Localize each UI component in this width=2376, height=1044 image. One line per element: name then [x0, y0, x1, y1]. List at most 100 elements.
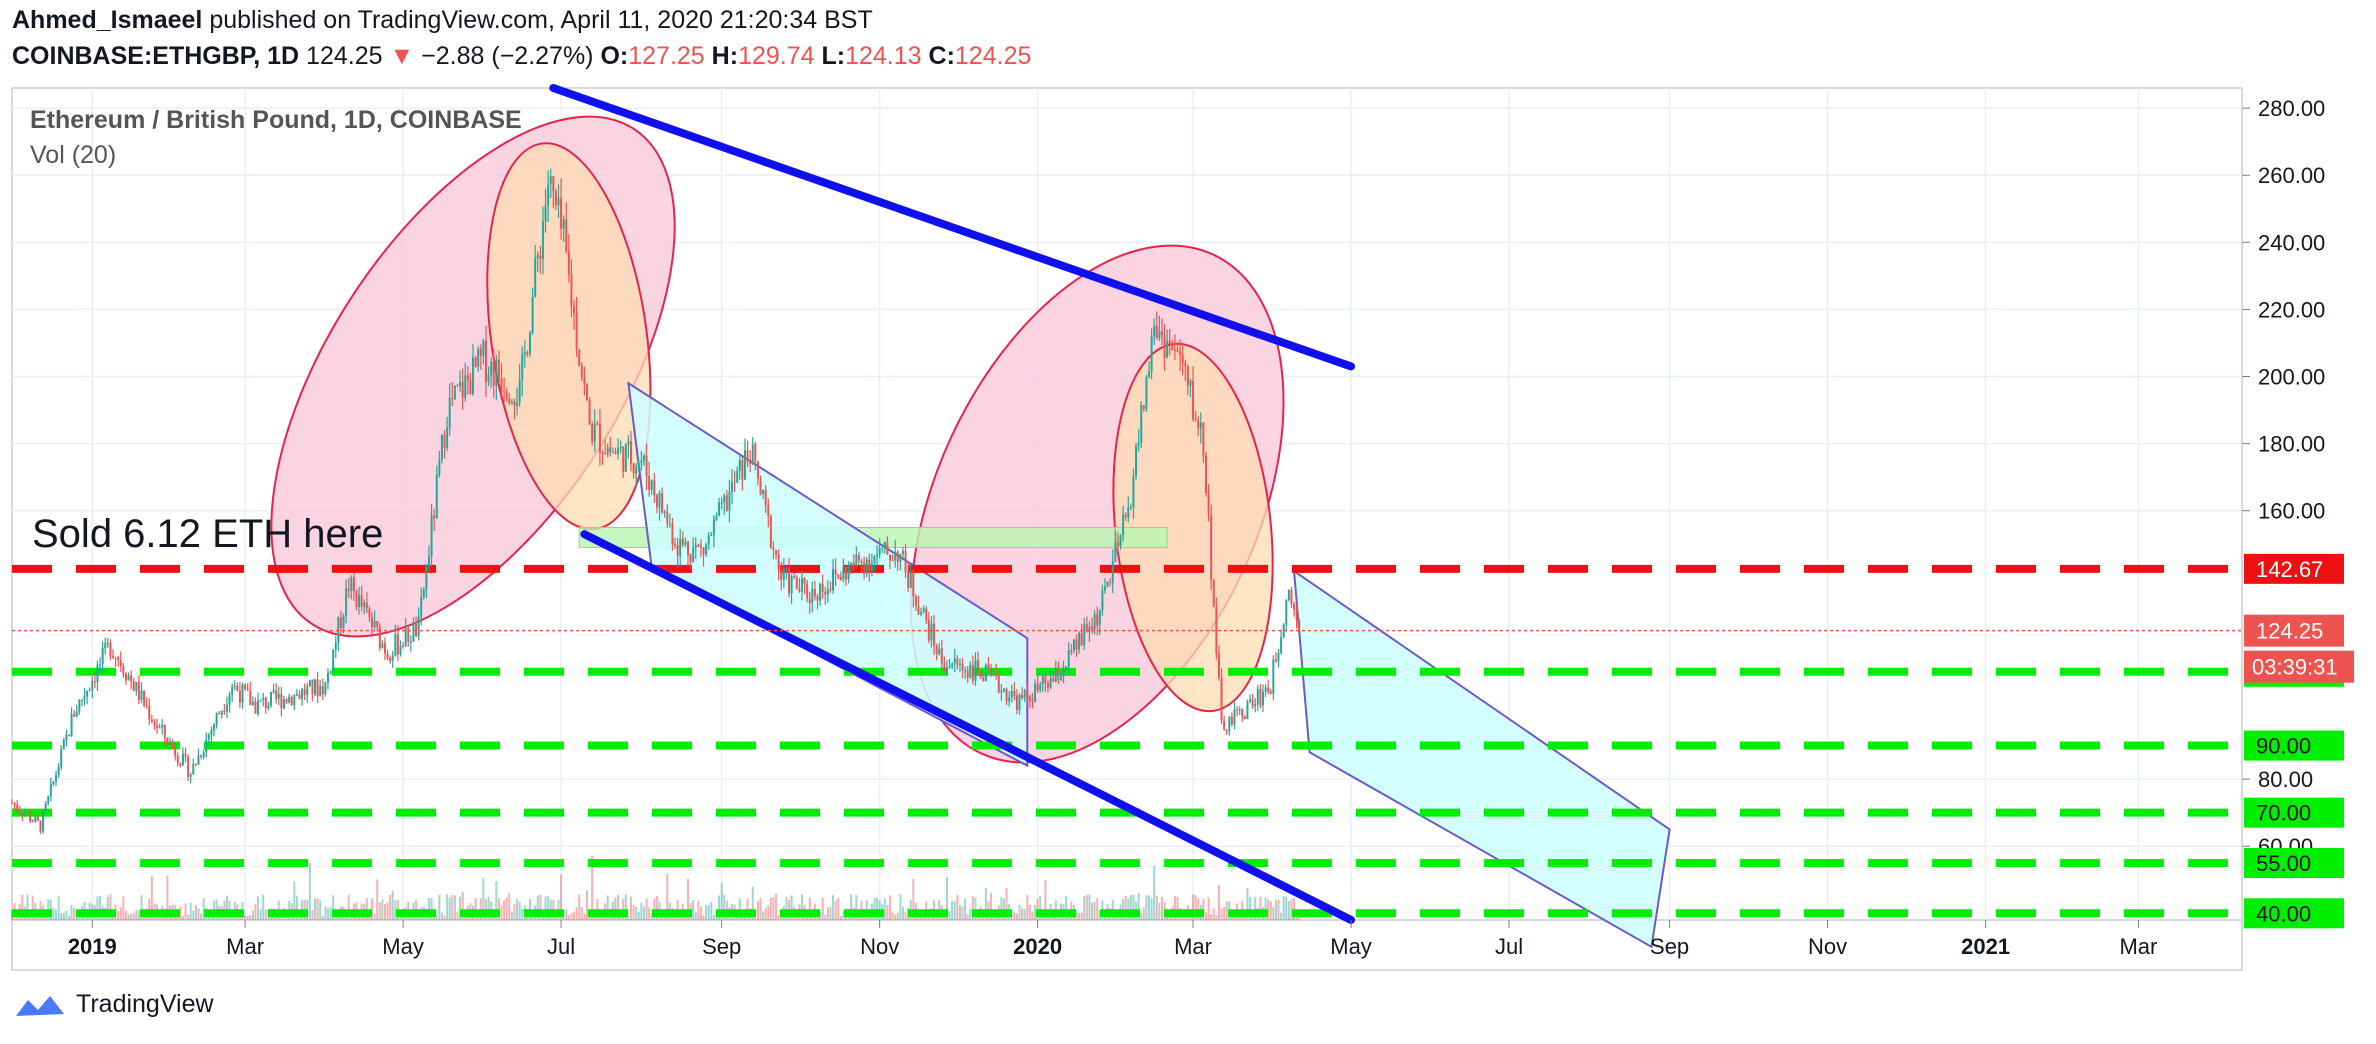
level-label[interactable]: 70.00: [2256, 801, 2311, 826]
candle-body: [150, 719, 153, 722]
publish-text: published on TradingView.com, April 11, …: [209, 6, 873, 34]
candle-body: [591, 424, 594, 442]
trend-lines[interactable]: [549, 84, 1356, 924]
candle-body: [808, 598, 811, 603]
candle-body: [549, 176, 552, 185]
candle-body: [225, 704, 228, 712]
candle-body: [759, 478, 762, 495]
trend-line-upper[interactable]: [549, 84, 1356, 371]
volume-bar: [702, 915, 705, 920]
volume-bar: [311, 909, 314, 920]
sold-annotation[interactable]: Sold 6.12 ETH here: [32, 512, 383, 556]
time-tick-label: 2020: [1013, 934, 1062, 959]
volume-bar: [194, 905, 197, 920]
volume-bar: [901, 906, 904, 920]
candle-body: [974, 660, 977, 681]
low-value: 124.13: [845, 42, 922, 70]
price-axis[interactable]: 280.00 260.00 240.00 220.00 200.00 180.00 160.…: [2242, 96, 2354, 929]
volume-bar: [96, 896, 99, 920]
candle-body: [800, 578, 803, 592]
brand-name[interactable]: TradingView: [76, 990, 214, 1018]
candle-body: [396, 634, 399, 655]
candle-body: [456, 385, 459, 387]
candle-body: [619, 446, 622, 449]
candle-body: [365, 602, 368, 609]
volume-bar: [257, 896, 260, 920]
volume-bar: [189, 902, 192, 920]
candle-body: [326, 672, 329, 683]
candle-body: [1119, 535, 1122, 547]
volume-bar: [642, 906, 645, 920]
volume-bar: [1002, 898, 1005, 920]
candle-body: [782, 568, 785, 580]
candle-body: [889, 554, 892, 561]
volume-bar: [1065, 895, 1068, 920]
candle-body: [1039, 684, 1042, 690]
volume-bar: [1223, 907, 1226, 920]
candle-body: [109, 642, 112, 656]
candle-body: [1225, 729, 1228, 732]
volume-bar: [479, 898, 482, 920]
candle-body: [168, 741, 171, 745]
candle-body: [860, 560, 863, 563]
trend-line-lower[interactable]: [580, 530, 1356, 924]
candle-body: [1223, 720, 1226, 730]
volume-bar: [935, 915, 938, 920]
candle-body: [1088, 626, 1091, 633]
candle-body: [922, 608, 925, 612]
volume-bar: [376, 879, 379, 920]
candle-body: [912, 572, 915, 597]
candle-body: [469, 379, 472, 395]
candle-body: [386, 653, 389, 658]
volume-bar: [62, 912, 65, 920]
candle-body: [505, 392, 508, 399]
candle-body: [575, 312, 578, 350]
level-label[interactable]: 142.67: [2256, 557, 2323, 582]
close-label: C:: [928, 42, 955, 70]
candle-body: [896, 551, 899, 562]
volume-bar: [697, 900, 700, 920]
volume-bar: [487, 896, 490, 920]
candle-body: [1114, 542, 1117, 562]
volume-bar: [894, 914, 897, 920]
candle-body: [47, 796, 50, 804]
candle-body: [1015, 695, 1018, 711]
volume-bar: [889, 895, 892, 920]
volume-bar: [117, 910, 120, 920]
candle-body: [1137, 442, 1140, 446]
candle-body: [267, 705, 270, 709]
last-price-label[interactable]: 124.25: [2256, 619, 2323, 644]
candle-body: [1000, 691, 1003, 693]
volume-bar: [961, 906, 964, 920]
candle-body: [171, 741, 174, 748]
horizontal-levels[interactable]: [12, 564, 2242, 918]
candle-body: [681, 539, 684, 545]
down-arrow-icon: ▼: [389, 42, 415, 70]
candle-body: [52, 781, 55, 784]
volume-bar: [1207, 897, 1210, 920]
candle-body: [741, 459, 744, 480]
candle-body: [18, 809, 21, 813]
candle-body: [650, 480, 653, 490]
candle-body: [917, 606, 920, 615]
candle-body: [197, 755, 200, 765]
time-axis[interactable]: 2019 Mar May Jul Sep Nov 2020 Mar May Jul Sep Nov 20…: [68, 920, 2158, 959]
author-name[interactable]: Ahmed_Ismaeel: [12, 6, 203, 34]
volume-bar: [316, 898, 319, 920]
candle-body: [658, 493, 661, 508]
volume-bar: [26, 894, 29, 920]
candle-body: [70, 714, 73, 736]
volume-bar: [1160, 896, 1163, 920]
candle-body: [231, 687, 234, 695]
volume-bar: [966, 913, 969, 920]
candle-body: [1282, 624, 1285, 637]
volume-bar: [863, 915, 866, 920]
level-label[interactable]: 40.00: [2256, 901, 2311, 926]
channel-2[interactable]: [1292, 569, 1671, 949]
volume-bar: [666, 873, 669, 920]
level-label[interactable]: 55.00: [2256, 851, 2311, 876]
volume-bar: [505, 897, 508, 920]
level-label[interactable]: 90.00: [2256, 734, 2311, 759]
candle-body: [259, 699, 262, 701]
